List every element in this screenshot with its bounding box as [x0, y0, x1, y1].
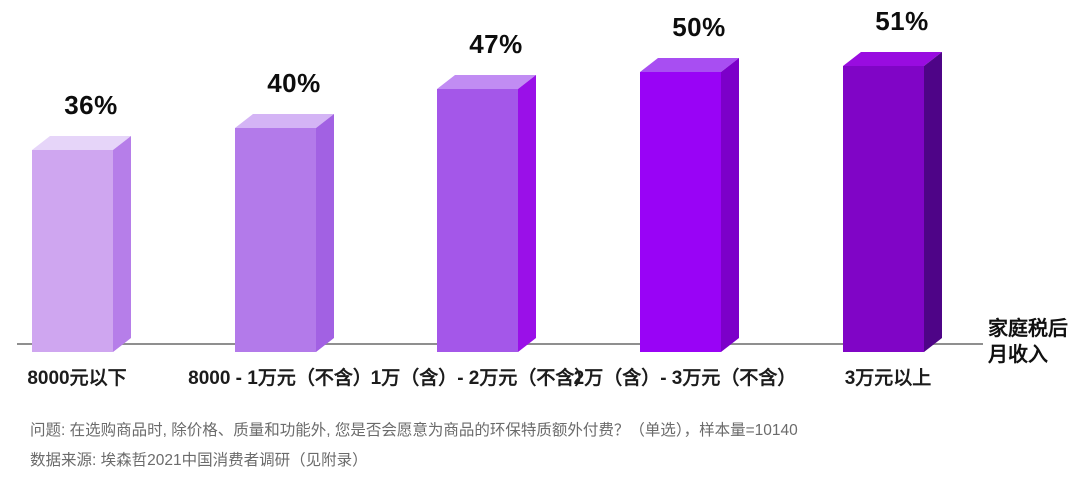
- x-axis-title-line2: 月收入: [988, 344, 1048, 366]
- bar-value-label: 40%: [267, 68, 321, 98]
- bar-4: [640, 58, 739, 352]
- category-label: 2万（含）- 3万元（不含）: [573, 368, 797, 389]
- bar-top-face: [437, 75, 536, 89]
- footnote-question: 问题: 在选购商品时, 除价格、质量和功能外, 您是否会愿意为商品的环保特质额外…: [30, 422, 798, 439]
- bar-side-face: [721, 58, 739, 352]
- bar-value-label: 50%: [672, 12, 726, 42]
- bar-front-face: [32, 150, 113, 352]
- category-label: 1万（含）- 2万元（不含）: [370, 368, 594, 389]
- bar-front-face: [640, 72, 721, 352]
- category-label: 3万元以上: [844, 368, 932, 389]
- bar-side-face: [924, 52, 942, 352]
- bar-front-face: [235, 128, 316, 352]
- category-label: 8000元以下: [27, 368, 127, 389]
- bar-top-face: [640, 58, 739, 72]
- bar-front-face: [437, 89, 518, 352]
- x-axis-title: 家庭税后 月收入: [988, 316, 1068, 368]
- footnotes: 问题: 在选购商品时, 除价格、质量和功能外, 您是否会愿意为商品的环保特质额外…: [30, 416, 798, 476]
- bar-2: [235, 114, 334, 352]
- footnote-source: 数据来源: 埃森哲2021中国消费者调研（见附录）: [30, 452, 368, 469]
- bar-side-face: [113, 136, 131, 352]
- bar-value-label: 47%: [469, 29, 523, 59]
- bar-value-label: 36%: [64, 90, 118, 120]
- bar-front-face: [843, 66, 924, 352]
- bar-top-face: [235, 114, 334, 128]
- bar-side-face: [316, 114, 334, 352]
- bar-top-face: [843, 52, 942, 66]
- category-label: 8000 - 1万元（不含）: [188, 368, 372, 389]
- bar-side-face: [518, 75, 536, 352]
- bar-5: [843, 52, 942, 352]
- x-axis-title-line1: 家庭税后: [988, 318, 1068, 340]
- bar-1: [32, 136, 131, 352]
- bar-value-label: 51%: [875, 6, 929, 36]
- bar-3: [437, 75, 536, 352]
- bar-top-face: [32, 136, 131, 150]
